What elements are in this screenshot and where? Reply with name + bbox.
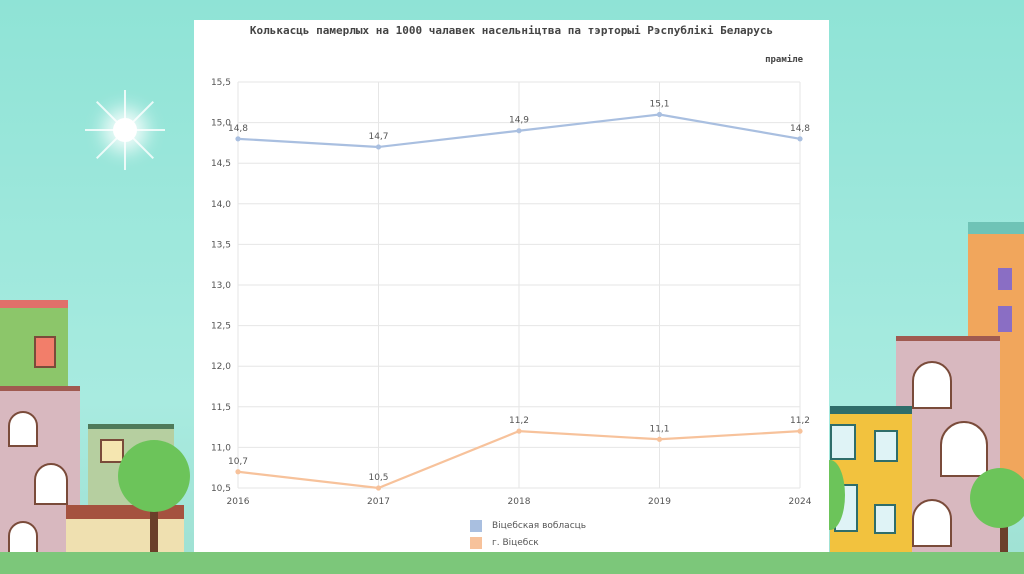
line-chart: 15,5 15,0 14,5 14,0 13,5 13,0 12,5 12,0 11,5 11,0… bbox=[211, 78, 812, 507]
x-tick-label: 2024 bbox=[789, 497, 812, 507]
legend-label-series-1: Віцебская вобласць bbox=[492, 520, 587, 531]
data-point bbox=[656, 111, 663, 118]
data-point bbox=[797, 428, 803, 434]
y-tick-label: 10,5 bbox=[211, 484, 231, 494]
data-label: 15,1 bbox=[649, 99, 669, 109]
legend-swatch-series-2 bbox=[470, 536, 482, 549]
legend-swatch-series-1 bbox=[470, 519, 482, 532]
tree-right-crown bbox=[970, 468, 1024, 528]
x-tick-label: 2017 bbox=[367, 497, 390, 507]
x-tick-label: 2018 bbox=[508, 497, 531, 507]
data-label: 11,2 bbox=[509, 416, 529, 426]
legend-label-series-2: г. Віцебск bbox=[492, 537, 539, 548]
data-point bbox=[516, 428, 522, 434]
y-tick-label: 15,5 bbox=[211, 78, 231, 88]
tree-right-trunk bbox=[1000, 500, 1008, 560]
chart-card: Колькасць памерлых на 1000 чалавек насел… bbox=[194, 20, 829, 552]
building-left-green bbox=[0, 300, 68, 398]
y-tick-label: 12,0 bbox=[211, 362, 231, 372]
y-tick-label: 14,0 bbox=[211, 200, 231, 210]
data-label: 11,2 bbox=[790, 416, 810, 426]
data-point bbox=[516, 128, 522, 134]
tree-left-trunk bbox=[150, 480, 158, 560]
y-axis-labels: 15,5 15,0 14,5 14,0 13,5 13,0 12,5 12,0 11,5 11,0… bbox=[211, 78, 231, 494]
y-tick-label: 13,0 bbox=[211, 281, 231, 291]
data-label: 14,9 bbox=[509, 116, 529, 126]
y-tick-label: 11,0 bbox=[211, 443, 231, 453]
ground bbox=[0, 552, 1024, 574]
data-point bbox=[235, 469, 241, 475]
data-point bbox=[375, 144, 382, 150]
chart-unit-label: праміле bbox=[765, 55, 803, 65]
building-right-pink bbox=[896, 336, 1000, 561]
chart-legend: Віцебская вобласць г. Віцебск bbox=[470, 517, 586, 551]
data-label: 10,7 bbox=[228, 457, 248, 467]
chart-series: 14,8 14,7 14,9 15,1 14,8 10,7 10,5 11,2 11,1 11,2 bbox=[228, 99, 810, 491]
data-label: 10,5 bbox=[368, 473, 388, 483]
data-point bbox=[235, 136, 241, 142]
tree-left-crown bbox=[118, 440, 190, 512]
x-tick-label: 2016 bbox=[227, 497, 250, 507]
x-tick-label: 2019 bbox=[648, 497, 671, 507]
data-point bbox=[797, 136, 803, 142]
legend-item: Віцебская вобласць bbox=[470, 517, 586, 534]
y-tick-label: 13,5 bbox=[211, 240, 231, 250]
data-label: 14,8 bbox=[790, 124, 810, 134]
data-label: 14,7 bbox=[368, 132, 388, 142]
x-axis-labels: 2016 2017 2018 2019 2024 bbox=[227, 497, 812, 507]
data-point bbox=[656, 436, 663, 442]
legend-item: г. Віцебск bbox=[470, 534, 586, 551]
chart-grid bbox=[237, 81, 801, 489]
chart-title: Колькасць памерлых на 1000 чалавек насел… bbox=[249, 24, 774, 37]
y-tick-label: 11,5 bbox=[211, 403, 231, 413]
y-tick-label: 15,0 bbox=[211, 119, 231, 129]
data-label: 11,1 bbox=[649, 424, 669, 434]
data-point bbox=[375, 485, 382, 491]
y-tick-label: 14,5 bbox=[211, 159, 231, 169]
building-left-pink bbox=[0, 386, 80, 561]
y-tick-label: 12,5 bbox=[211, 322, 231, 332]
sun-illustration bbox=[85, 90, 165, 170]
data-label: 14,8 bbox=[228, 124, 248, 134]
